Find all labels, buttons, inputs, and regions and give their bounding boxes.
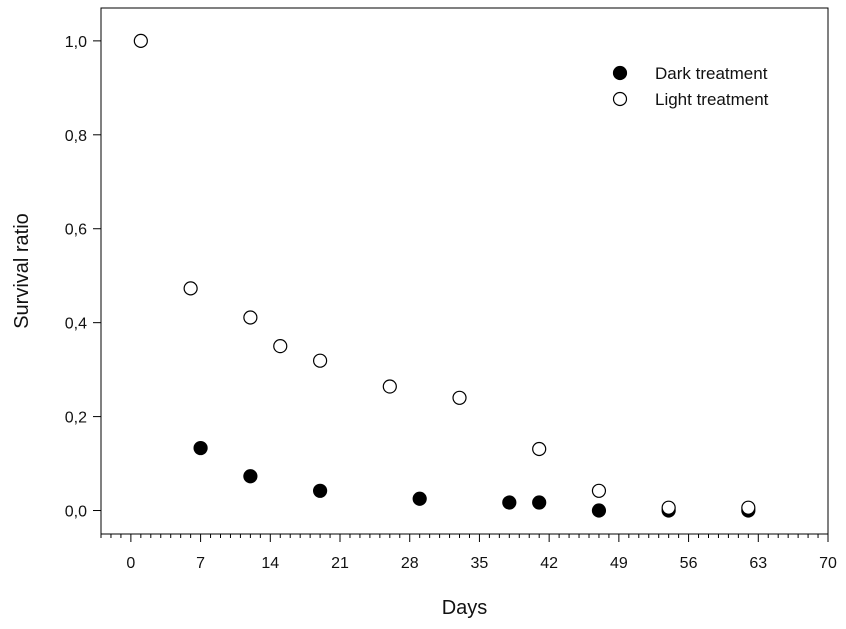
x-tick-label: 49 — [610, 555, 628, 572]
light-treatment-point — [312, 353, 328, 368]
dark-treatment-point — [502, 495, 517, 510]
x-tick-label: 7 — [196, 555, 205, 572]
legend: Dark treatment Light treatment — [612, 64, 769, 109]
light-treatment-series — [133, 33, 756, 515]
light-treatment-point — [452, 390, 467, 405]
data-points — [133, 33, 756, 518]
light-treatment-point — [591, 483, 607, 498]
light-treatment-point — [133, 33, 148, 48]
light-treatment-point — [741, 500, 756, 515]
light-treatment-point — [532, 441, 547, 457]
legend-dark-marker — [612, 65, 628, 81]
light-treatment-point — [661, 500, 676, 515]
light-treatment-point — [273, 339, 288, 354]
light-treatment-point — [243, 310, 258, 325]
light-treatment-point — [382, 379, 397, 394]
dark-treatment-point — [591, 503, 607, 518]
legend-dark-label: Dark treatment — [655, 64, 768, 83]
dark-treatment-point — [412, 491, 427, 506]
legend-light-label: Light treatment — [655, 90, 769, 109]
light-treatment-point — [183, 281, 198, 296]
axes: 0 7 14 21 28 35 42 49 56 63 70 0,0 0,2 0,4 0,6 0,8 1,0 — [65, 7, 837, 572]
x-tick-label: 70 — [819, 555, 837, 572]
x-tick-label: 56 — [680, 555, 698, 572]
y-tick-label: 0,2 — [65, 410, 87, 427]
y-tick-label: 0,4 — [65, 316, 87, 333]
x-tick-label: 14 — [261, 555, 279, 572]
x-tick-label: 21 — [331, 555, 349, 572]
dark-treatment-point — [243, 469, 258, 484]
y-axis-title: Survival ratio — [11, 213, 33, 329]
x-tick-label: 35 — [471, 555, 489, 572]
y-tick-label: 0,8 — [65, 128, 87, 145]
dark-treatment-point — [312, 483, 328, 498]
x-tick-label: 0 — [126, 555, 135, 572]
y-tick-label: 0,6 — [65, 222, 87, 239]
x-tick-label: 63 — [749, 555, 767, 572]
x-tick-label: 42 — [540, 555, 558, 572]
plot-frame — [100, 7, 829, 535]
dark-treatment-point — [532, 495, 547, 510]
y-tick-label: 0,0 — [65, 504, 87, 521]
x-tick-label: 28 — [401, 555, 419, 572]
y-tick-label: 1,0 — [65, 34, 87, 51]
x-axis-title: Days — [442, 597, 488, 619]
dark-treatment-point — [193, 440, 208, 456]
legend-light-marker — [612, 91, 628, 107]
